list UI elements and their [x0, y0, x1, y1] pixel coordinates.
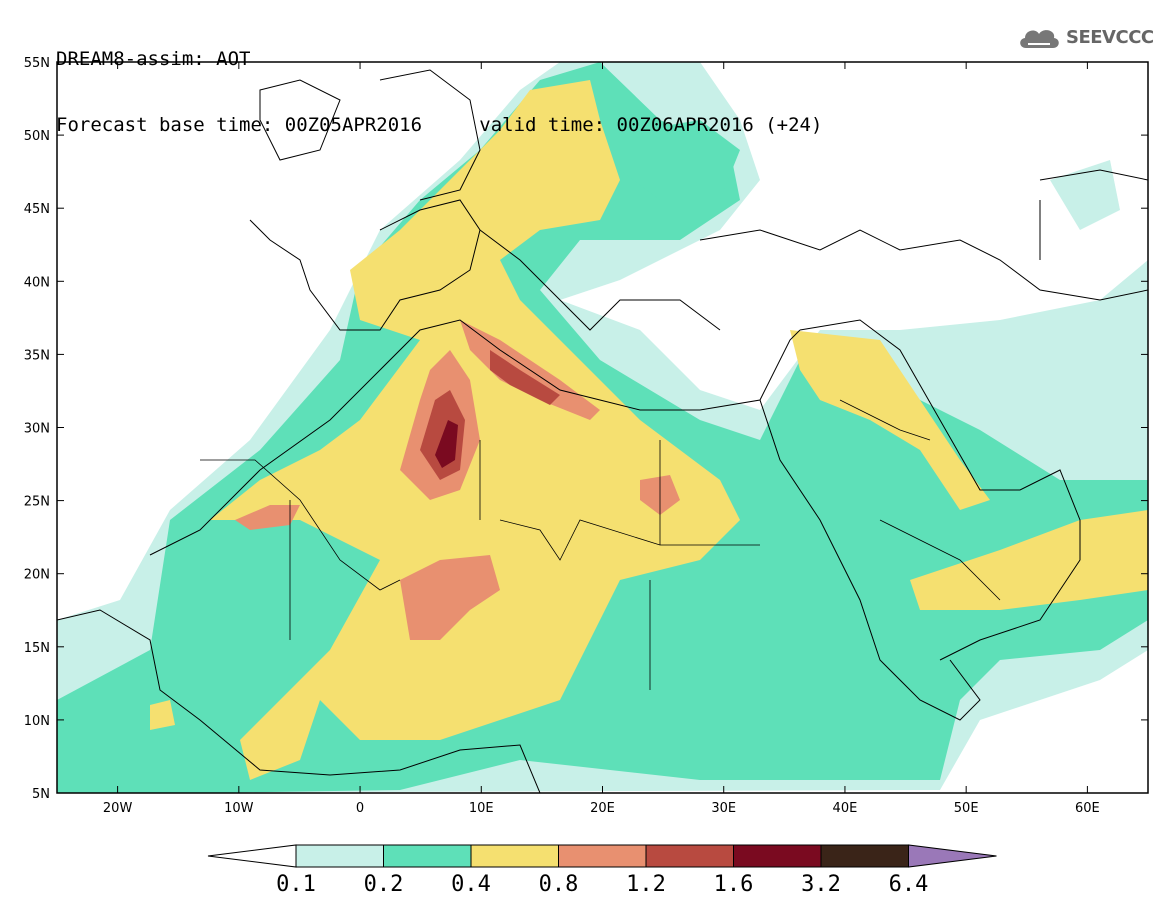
aot-band-0.4-sw [150, 700, 175, 730]
colorbar [207, 844, 997, 868]
borders [200, 399, 1001, 690]
colorbar-segment [558, 844, 647, 868]
colorbar-label: 1.2 [626, 872, 666, 897]
lon-label-60E: 60E [1075, 801, 1100, 816]
lat-label-20N: 20N [24, 568, 50, 583]
title-line-1: DREAM8-assim: AOT [56, 48, 251, 70]
colorbar-label: 0.8 [538, 872, 579, 897]
lat-label-55N: 55N [24, 56, 50, 71]
lon-label-10E: 10E [469, 801, 494, 816]
colorbar-segment [295, 844, 384, 868]
colorbar-under-triangle [207, 844, 297, 868]
lat-labels: 55N 50N 45N 40N 35N 30N 25N 20N 15N 10N 5N [24, 56, 50, 802]
aot-band-0.2-north [620, 120, 740, 200]
aot-band-1.6 [435, 420, 458, 468]
lon-label-50E: 50E [954, 801, 979, 816]
colorbar-label: 6.4 [888, 872, 929, 897]
colorbar-segment [733, 844, 822, 868]
lat-label-15N: 15N [24, 641, 50, 656]
lon-labels: 20W 10W 0 10E 20E 30E 40E 50E 60E [103, 801, 1100, 816]
colorbar-label: 0.4 [451, 872, 491, 897]
valid-time: valid time: 00Z06APR2016 (+24) [479, 114, 823, 136]
colorbar-segment [820, 844, 909, 868]
aot-band-0.8-d [235, 505, 300, 530]
lon-label-20W: 20W [103, 801, 133, 816]
title-line-2: Forecast base time: 00Z05APR2016 valid t… [56, 114, 822, 136]
lat-label-25N: 25N [24, 495, 50, 510]
logo-text: SEEVCCC [1066, 26, 1154, 48]
colorbar-label: 0.1 [276, 872, 316, 897]
cloud-icon [1020, 30, 1059, 48]
lat-label-30N: 30N [24, 422, 50, 437]
lat-label-40N: 40N [24, 275, 50, 290]
aot-field [57, 62, 1148, 793]
colorbar-segment [383, 844, 472, 868]
lon-label-20E: 20E [590, 801, 615, 816]
lon-label-10W: 10W [224, 801, 254, 816]
colorbar-label: 3.2 [801, 872, 841, 897]
lat-label-35N: 35N [24, 348, 50, 363]
aot-band-0.8-c [400, 555, 500, 640]
lon-label-0: 0 [356, 801, 364, 816]
coastlines [57, 69, 1148, 793]
lat-label-50N: 50N [24, 129, 50, 144]
lat-label-5N: 5N [32, 787, 50, 802]
axis-ticks [57, 61, 1148, 794]
colorbar-label: 0.2 [363, 872, 404, 897]
aot-band-0.1-east [1050, 160, 1120, 230]
seevccc-logo: SEEVCCC [1016, 22, 1154, 52]
base-time: Forecast base time: 00Z05APR2016 [56, 114, 423, 136]
aot-band-0.4-east [790, 330, 990, 510]
colorbar-over-triangle [908, 844, 997, 868]
aot-band-0.4-arabia [910, 510, 1148, 610]
colorbar-segment [470, 844, 559, 868]
lat-label-10N: 10N [24, 714, 50, 729]
lat-label-45N: 45N [24, 202, 50, 217]
lon-label-30E: 30E [711, 801, 736, 816]
map-title: DREAM8-assim: AOT Forecast base time: 00… [56, 4, 822, 158]
aot-band-1.2-b [490, 350, 560, 405]
lon-label-40E: 40E [833, 801, 858, 816]
colorbar-label: 1.6 [713, 872, 754, 897]
colorbar-segment [645, 844, 734, 868]
